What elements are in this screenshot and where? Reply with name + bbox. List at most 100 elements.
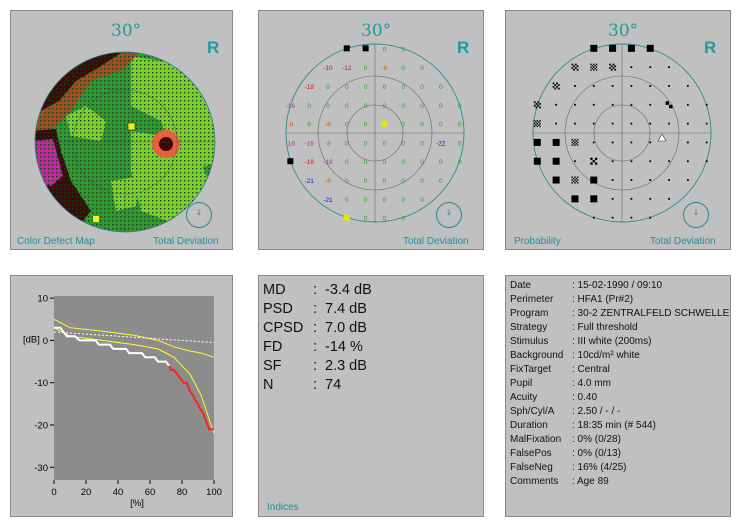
fixation-monitor-icon: ↓ — [436, 202, 462, 228]
probability-dot — [649, 179, 652, 181]
deviation-value-zero: 0 — [420, 159, 424, 166]
info-label: Perimeter — [510, 294, 554, 305]
index-colon: : — [313, 377, 318, 393]
probability-dot — [668, 160, 670, 163]
info-value: : Full threshold — [572, 322, 638, 333]
numeric-deviation-panel: 30° R -8 0 -6 0 0 0 0 0 0 -16 0 0 0 0 0 0 0 0 0 -18 0 0 0 0 0 0 0-… — [258, 10, 484, 250]
probability-dot — [649, 103, 652, 106]
index-colon: : — [313, 320, 318, 336]
deviation-value: -21 — [323, 197, 333, 204]
index-label: CPSD — [263, 320, 304, 336]
x-tick-label: 100 — [206, 487, 222, 498]
x-tick-label: 60 — [145, 487, 156, 498]
deviation-value-zero: 0 — [401, 216, 405, 223]
deviation-value-zero: 0 — [307, 103, 311, 110]
probability-dot — [611, 179, 614, 181]
info-label: MalFixation — [510, 434, 562, 445]
deviation-value-zero: 0 — [383, 140, 387, 147]
eye-label: R — [457, 38, 470, 57]
probability-block-p05 — [571, 195, 579, 203]
deviation-value: -6 — [325, 178, 331, 185]
probability-panel: 30° R ↓ Probability Total Deviation — [505, 10, 731, 250]
probability-dot — [630, 85, 633, 87]
y-tick-label: -10 — [34, 378, 48, 389]
probability-dot — [574, 160, 576, 163]
y-tick-label: 0 — [43, 336, 48, 347]
fixation-monitor-icon: ↓ — [186, 202, 212, 228]
cumulative-defect-curve-panel: 10 0 -10 -20 -30 0 20 40 60 80 100 [dB] [%] — [10, 275, 233, 517]
probability-dot — [705, 122, 708, 125]
info-label: FalseNeg — [510, 462, 553, 473]
deviation-value-zero: 0 — [364, 197, 368, 204]
info-label: Program — [510, 308, 549, 319]
deviation-value-zero: 0 — [383, 159, 387, 166]
panel-title: 30° — [111, 21, 142, 41]
deviation-value-zero: 0 — [345, 197, 349, 204]
probability-dot — [649, 197, 652, 200]
deviation-value-zero: 0 — [439, 159, 443, 166]
probability-pattern — [571, 63, 579, 71]
color-defect-map — [34, 51, 216, 233]
info-value: : 15-02-1990 / 09:10 — [572, 280, 663, 291]
index-colon: : — [313, 301, 318, 317]
probability-dot — [649, 66, 652, 69]
deviation-value-zero: 0 — [383, 197, 387, 204]
probability-dot — [592, 141, 595, 144]
deviation-value-zero: 0 — [439, 103, 443, 110]
y-tick-label: -20 — [34, 421, 48, 432]
deviation-marker — [381, 120, 388, 127]
deviation-value: -18 — [304, 84, 314, 91]
y-axis-label: [dB] — [23, 334, 40, 345]
deviation-value-zero: 0 — [307, 122, 311, 129]
probability-dot — [555, 122, 558, 125]
deviation-marker — [362, 45, 369, 52]
probability-dot — [630, 160, 633, 163]
info-value: : 10cd/m² white — [572, 350, 640, 361]
index-colon: : — [313, 282, 318, 298]
deviation-value: -18 — [304, 159, 314, 166]
test-info-panel: Date : 15-02-1990 / 09:10 Perimeter : HFA1 … — [505, 275, 731, 517]
probability-dot — [705, 160, 708, 163]
info-value: : 2.50 / - / - — [572, 406, 621, 417]
deviation-value: -8 — [325, 140, 331, 147]
index-value: 7.4 dB — [325, 301, 367, 317]
deviation-value-zero: 0 — [401, 178, 405, 185]
deviation-value-zero: 0 — [364, 65, 368, 72]
indices-panel: MD: -3.4 dB PSD:7.4 dB CPSD:7.0 dB FD: -14 % S… — [258, 275, 484, 517]
info-value: : 0.40 — [572, 392, 598, 403]
probability-dot — [705, 103, 708, 106]
probability-pattern — [571, 176, 579, 184]
probability-block-p05 — [533, 157, 541, 165]
probability-dot — [630, 216, 633, 219]
series-line-2 — [53, 318, 215, 358]
deviation-value-zero: 0 — [383, 216, 387, 223]
deviation-marker — [343, 214, 350, 221]
x-tick-label: 80 — [177, 487, 188, 498]
info-value: : HFA1 (Pr#2) — [572, 294, 634, 305]
deviation-value-zero: 0 — [345, 103, 349, 110]
info-label: Comments — [510, 476, 559, 487]
info-label: Background — [510, 350, 564, 361]
info-label: FixTarget — [510, 364, 552, 375]
index-label: FD — [263, 339, 283, 355]
probability-dot — [611, 103, 614, 106]
info-label: FalsePos — [510, 448, 552, 459]
probability-block-p05 — [552, 176, 560, 184]
deviation-value-zero: 0 — [364, 159, 368, 166]
cumulative-defect-chart: 100-10-20-300 20 40 60 80 100[dB][%] — [23, 294, 222, 509]
info-label: Date — [510, 280, 532, 291]
deviation-value: -16 — [304, 140, 314, 147]
info-label: Duration — [510, 420, 548, 431]
probability-pattern — [533, 120, 541, 128]
deviation-value-zero: 0 — [364, 122, 368, 129]
deviation-value-zero: 0 — [420, 122, 424, 129]
index-colon: : — [313, 339, 318, 355]
info-value: : 18:35 min (# 544) — [572, 420, 656, 431]
deviation-value-zero: 0 — [458, 103, 462, 110]
probability-pattern — [590, 157, 598, 165]
caption-total-deviation: Total Deviation — [403, 236, 469, 247]
probability-dot — [668, 85, 670, 87]
x-tick-label: 40 — [113, 487, 124, 498]
deviation-value-zero: 0 — [458, 122, 462, 129]
caption-color-defect-map: Color Defect Map — [17, 236, 95, 247]
